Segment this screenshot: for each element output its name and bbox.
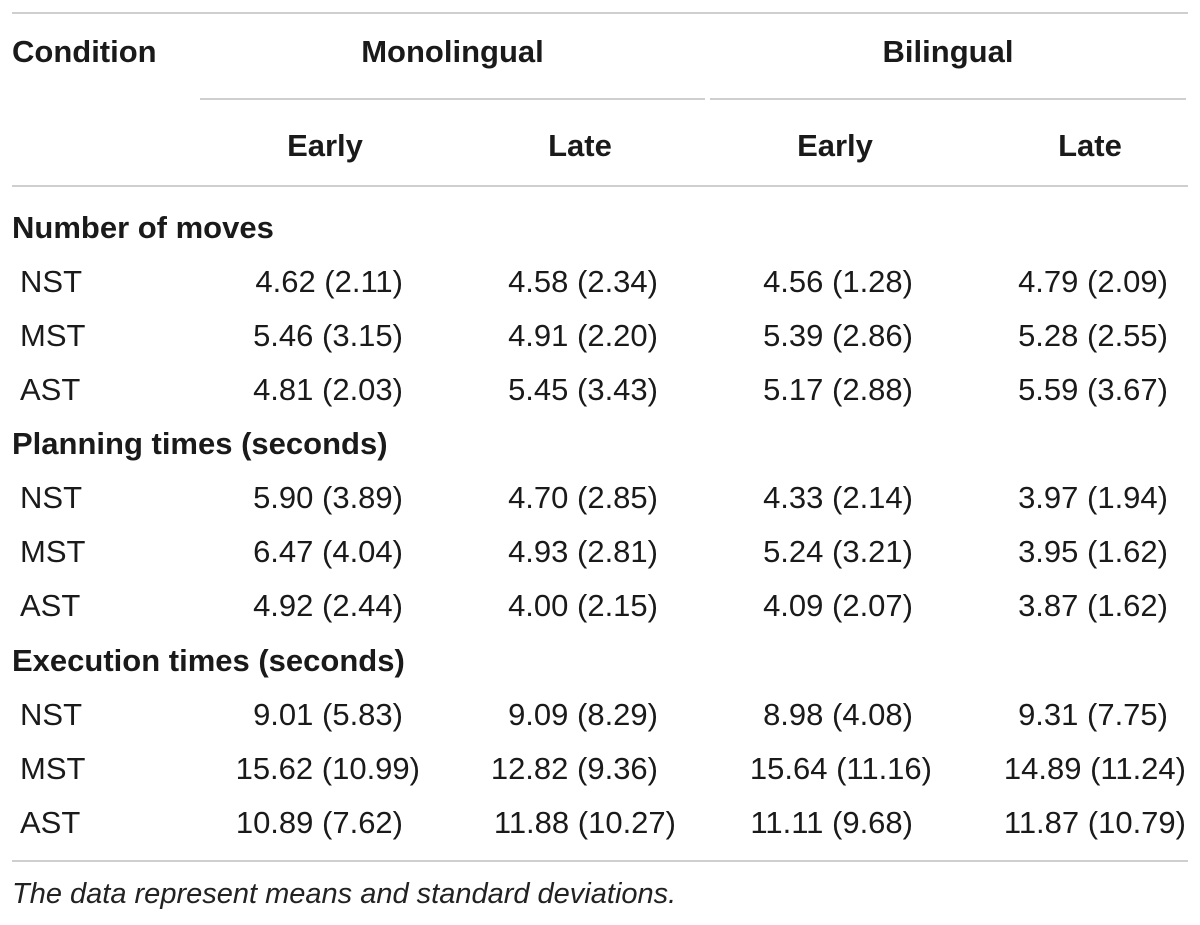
row-label: MST xyxy=(20,751,86,786)
cell-value: 5.90 (3.89) xyxy=(253,480,403,515)
cell-value: 4.56 (1.28) xyxy=(763,264,913,299)
header-monolingual: Monolingual xyxy=(361,34,544,69)
cell-value: 4.92 (2.44) xyxy=(253,588,403,623)
cell-value: 4.09 (2.07) xyxy=(763,588,913,623)
cell-value: 11.87 (10.79) xyxy=(1003,805,1186,840)
section-title-number-of-moves: Number of moves xyxy=(12,210,274,245)
cell-value: 3.95 (1.62) xyxy=(1018,534,1168,569)
row-label: NST xyxy=(20,697,82,732)
row-label: AST xyxy=(20,588,81,623)
header-bilingual: Bilingual xyxy=(882,34,1014,69)
cell-value: 15.62 (10.99) xyxy=(235,751,420,786)
cell-value: 5.39 (2.86) xyxy=(763,318,913,353)
cell-value: 4.62 (2.11) xyxy=(255,264,403,299)
cell-value: 5.45 (3.43) xyxy=(508,372,658,407)
row-label: AST xyxy=(20,372,81,407)
header-bilingual-early: Early xyxy=(797,128,873,163)
bottom-rule xyxy=(12,860,1188,862)
row-label: MST xyxy=(20,318,86,353)
cell-value: 4.33 (2.14) xyxy=(763,480,913,515)
cell-value: 5.28 (2.55) xyxy=(1018,318,1168,353)
cell-value: 5.59 (3.67) xyxy=(1018,372,1168,407)
cell-value: 9.09 (8.29) xyxy=(508,697,658,732)
group-rule-bilingual xyxy=(710,98,1186,100)
cell-value: 8.98 (4.08) xyxy=(763,697,913,732)
cell-value: 11.88 (10.27) xyxy=(493,805,676,840)
cell-value: 3.97 (1.94) xyxy=(1018,480,1168,515)
cell-value: 5.24 (3.21) xyxy=(763,534,913,569)
section-title-execution-times: Execution times (seconds) xyxy=(12,643,405,678)
row-label: MST xyxy=(20,534,86,569)
row-label: NST xyxy=(20,264,82,299)
cell-value: 4.91 (2.20) xyxy=(508,318,658,353)
cell-value: 3.87 (1.62) xyxy=(1018,588,1168,623)
cell-value: 12.82 (9.36) xyxy=(490,751,658,786)
header-monolingual-early: Early xyxy=(287,128,363,163)
cell-value: 15.64 (11.16) xyxy=(749,751,932,786)
cell-value: 4.93 (2.81) xyxy=(508,534,658,569)
cell-value: 6.47 (4.04) xyxy=(253,534,403,569)
cell-value: 9.31 (7.75) xyxy=(1018,697,1168,732)
row-label: NST xyxy=(20,480,82,515)
cell-value: 9.01 (5.83) xyxy=(253,697,403,732)
header-bilingual-late: Late xyxy=(1058,128,1122,163)
row-label: AST xyxy=(20,805,81,840)
cell-value: 4.58 (2.34) xyxy=(508,264,658,299)
header-bottom-rule xyxy=(12,185,1188,187)
top-rule xyxy=(12,12,1188,14)
cell-value: 4.00 (2.15) xyxy=(508,588,658,623)
table-footnote: The data represent means and standard de… xyxy=(12,878,677,910)
cell-value: 5.17 (2.88) xyxy=(763,372,913,407)
group-rule-monolingual xyxy=(200,98,705,100)
header-condition: Condition xyxy=(12,34,157,69)
header-monolingual-late: Late xyxy=(548,128,612,163)
section-title-planning-times: Planning times (seconds) xyxy=(12,426,388,461)
cell-value: 5.46 (3.15) xyxy=(253,318,403,353)
cell-value: 11.11 (9.68) xyxy=(750,805,913,840)
cell-value: 14.89 (11.24) xyxy=(1003,751,1186,786)
cell-value: 10.89 (7.62) xyxy=(235,805,403,840)
cell-value: 4.79 (2.09) xyxy=(1018,264,1168,299)
cell-value: 4.81 (2.03) xyxy=(253,372,403,407)
cell-value: 4.70 (2.85) xyxy=(508,480,658,515)
